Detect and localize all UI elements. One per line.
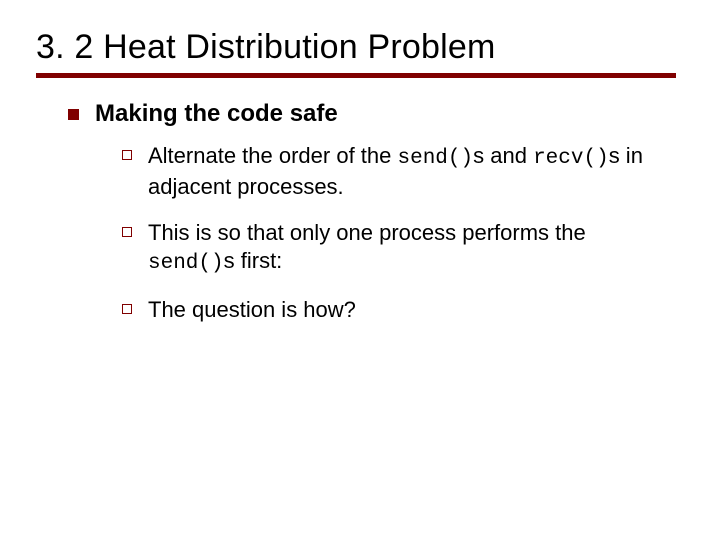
text-fragment: Alternate the order of the (148, 143, 398, 168)
text-fragment: This is so that only one process perform… (148, 220, 586, 245)
hollow-square-icon (122, 227, 132, 237)
square-bullet-icon (68, 109, 79, 120)
list-item: This is so that only one process perform… (122, 219, 684, 278)
title-rule (36, 73, 676, 78)
list-item: Alternate the order of the send()s and r… (122, 142, 684, 201)
bullet-text: Alternate the order of the send()s and r… (148, 142, 660, 201)
code-fragment: send() (398, 147, 474, 170)
bullet-text: The question is how? (148, 296, 356, 324)
text-fragment: s and (473, 143, 533, 168)
hollow-square-icon (122, 150, 132, 160)
heading-text: Making the code safe (95, 100, 338, 128)
slide-title: 3. 2 Heat Distribution Problem (36, 28, 684, 67)
slide: 3. 2 Heat Distribution Problem Making th… (0, 0, 720, 540)
text-fragment: s first: (224, 248, 283, 273)
bullet-text: This is so that only one process perform… (148, 219, 660, 278)
code-fragment: send() (148, 252, 224, 275)
hollow-square-icon (122, 304, 132, 314)
list-item: The question is how? (122, 296, 684, 324)
text-fragment: The question is how? (148, 297, 356, 322)
code-fragment: recv() (533, 147, 609, 170)
heading-row: Making the code safe (68, 100, 684, 128)
